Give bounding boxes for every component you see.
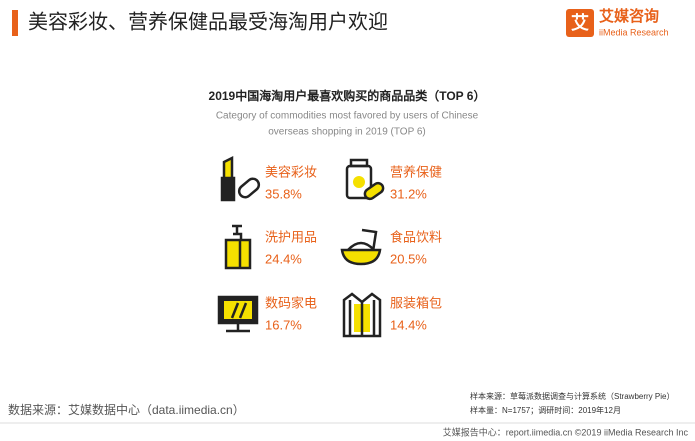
icon-clothing bbox=[342, 292, 382, 338]
info-title: 2019中国海淘用户最喜欢购买的商品品类（TOP 6） bbox=[209, 88, 486, 103]
icon-food bbox=[340, 228, 382, 266]
item-value: 35.8% bbox=[265, 186, 302, 201]
item-value: 16.7% bbox=[265, 317, 302, 332]
item-label: 营养保健 bbox=[390, 164, 442, 179]
item-value: 24.4% bbox=[265, 251, 302, 266]
info-subtitle: Category of commodities most favored by … bbox=[216, 111, 479, 122]
icon-cosmetics bbox=[220, 155, 261, 202]
icon-digital bbox=[217, 295, 259, 333]
logo-en: iiMedia Research bbox=[599, 27, 669, 37]
copyright: 艾媒报告中心：report.iimedia.cn ©2019 iiMedia R… bbox=[443, 426, 689, 437]
info-subtitle: overseas shopping in 2019 (TOP 6) bbox=[268, 127, 426, 138]
item-label: 洗护用品 bbox=[265, 229, 317, 244]
item-label: 食品饮料 bbox=[390, 229, 442, 244]
source: 数据来源：艾媒数据中心（data.iimedia.cn） bbox=[8, 402, 245, 417]
item-label: 数码家电 bbox=[265, 295, 317, 310]
sample-source: 样本来源：草莓派数据调查与计算系统（Strawberry Pie） bbox=[470, 391, 674, 401]
title-bar bbox=[12, 10, 18, 36]
icon-health bbox=[345, 158, 385, 201]
header-title: 美容彩妆、营养保健品最受海淘用户欢迎 bbox=[28, 10, 388, 33]
logo-mark: 艾 bbox=[571, 12, 589, 33]
sample-size: 样本量：N=1757；调研时间：2019年12月 bbox=[470, 405, 621, 415]
icon-toiletries bbox=[224, 224, 252, 270]
item-value: 31.2% bbox=[390, 186, 427, 201]
logo-box bbox=[566, 9, 594, 37]
item-value: 14.4% bbox=[390, 317, 427, 332]
logo-cn: 艾媒咨询 bbox=[599, 7, 659, 25]
item-label: 美容彩妆 bbox=[265, 164, 317, 179]
item-value: 20.5% bbox=[390, 251, 427, 266]
item-label: 服装箱包 bbox=[390, 295, 442, 310]
